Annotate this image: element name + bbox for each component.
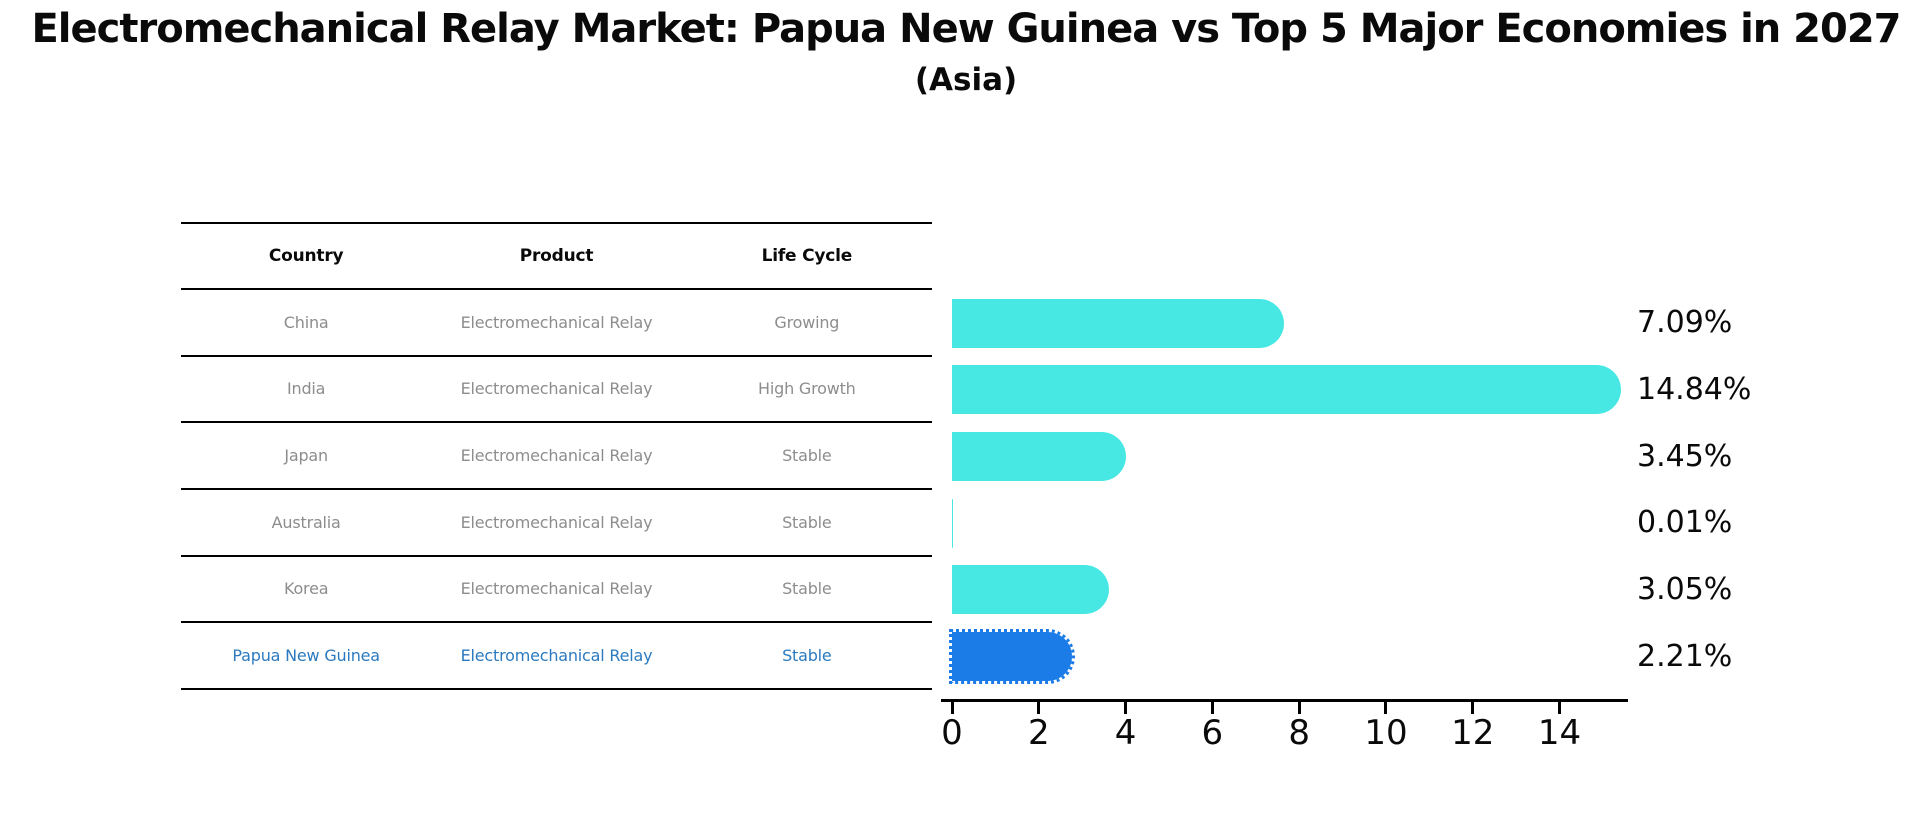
cell-product: Electromechanical Relay — [460, 379, 653, 399]
cell-product: Electromechanical Relay — [460, 646, 653, 666]
x-tick — [1210, 702, 1214, 714]
cell-life-cycle: Stable — [782, 579, 832, 599]
cell-product: Electromechanical Relay — [460, 312, 653, 332]
bar-row — [952, 423, 1652, 490]
cell-country: Japan — [284, 446, 328, 466]
x-tick-label: 14 — [1537, 713, 1582, 753]
bar — [952, 432, 1127, 482]
column-header: Country — [268, 246, 344, 266]
cell-life-cycle: Stable — [782, 646, 832, 666]
x-tick-label: 6 — [1201, 713, 1224, 753]
cell-product: Electromechanical Relay — [460, 579, 653, 599]
column-header: Product — [519, 246, 594, 266]
table-header-row: Country Product Life Cycle — [181, 222, 932, 290]
table-row: Australia Electromechanical Relay Stable — [181, 490, 932, 557]
x-axis-line — [941, 699, 1628, 702]
chart-subtitle: (Asia) — [914, 62, 1018, 98]
bar-row — [952, 490, 1652, 557]
cell-life-cycle: Stable — [782, 446, 832, 466]
x-tick-label: 12 — [1451, 713, 1495, 753]
value-label: 2.21% — [1637, 638, 1733, 674]
x-tick — [1124, 702, 1128, 714]
cell-life-cycle: Growing — [774, 312, 840, 332]
bar-row — [948, 623, 1652, 690]
bar — [952, 565, 1109, 615]
country-table: Country Product Life Cycle China Electromec… — [181, 222, 932, 690]
x-tick — [950, 702, 954, 714]
bar-row — [952, 557, 1652, 624]
bar-row — [952, 357, 1652, 424]
x-tick-label: 8 — [1288, 713, 1310, 753]
x-tick — [1297, 702, 1301, 714]
bar — [952, 298, 1285, 348]
table-row: India Electromechanical Relay High Growth — [181, 357, 932, 424]
column-header: Life Cycle — [761, 246, 853, 266]
x-tick — [1037, 702, 1041, 714]
table-body: China Electromechanical Relay Growing India… — [181, 290, 932, 690]
value-label: 7.09% — [1637, 305, 1733, 341]
value-label: 14.84% — [1637, 371, 1752, 407]
table-row: Papua New Guinea Electromechanical Relay S… — [181, 623, 932, 690]
bar-row — [952, 290, 1652, 357]
table-row: China Electromechanical Relay Growing — [181, 290, 932, 357]
value-label: 0.01% — [1637, 505, 1733, 541]
cell-country: China — [283, 312, 329, 332]
chart-title: Electromechanical Relay Market: Papua Ne… — [31, 6, 1901, 52]
cell-product: Electromechanical Relay — [460, 512, 653, 532]
table-row: Japan Electromechanical Relay Stable — [181, 423, 932, 490]
x-tick — [1384, 702, 1388, 714]
bar-highlighted — [948, 629, 1076, 685]
x-tick-label: 2 — [1027, 713, 1050, 753]
bar — [952, 365, 1621, 415]
cell-life-cycle: High Growth — [758, 379, 856, 399]
cell-country: Australia — [271, 512, 341, 532]
cell-country: India — [287, 379, 326, 399]
bar-area — [948, 290, 1652, 690]
x-tick — [1558, 702, 1562, 714]
x-tick-label: 10 — [1364, 713, 1408, 753]
cell-country: Papua New Guinea — [232, 646, 380, 666]
cell-life-cycle: Stable — [782, 512, 832, 532]
cell-product: Electromechanical Relay — [460, 446, 653, 466]
cell-country: Korea — [283, 579, 329, 599]
table-row: Korea Electromechanical Relay Stable — [181, 557, 932, 624]
x-tick-label: 4 — [1114, 713, 1137, 753]
x-tick-label: 0 — [941, 713, 963, 753]
value-label: 3.45% — [1637, 438, 1733, 474]
x-tick — [1471, 702, 1475, 714]
value-label: 3.05% — [1637, 571, 1733, 607]
